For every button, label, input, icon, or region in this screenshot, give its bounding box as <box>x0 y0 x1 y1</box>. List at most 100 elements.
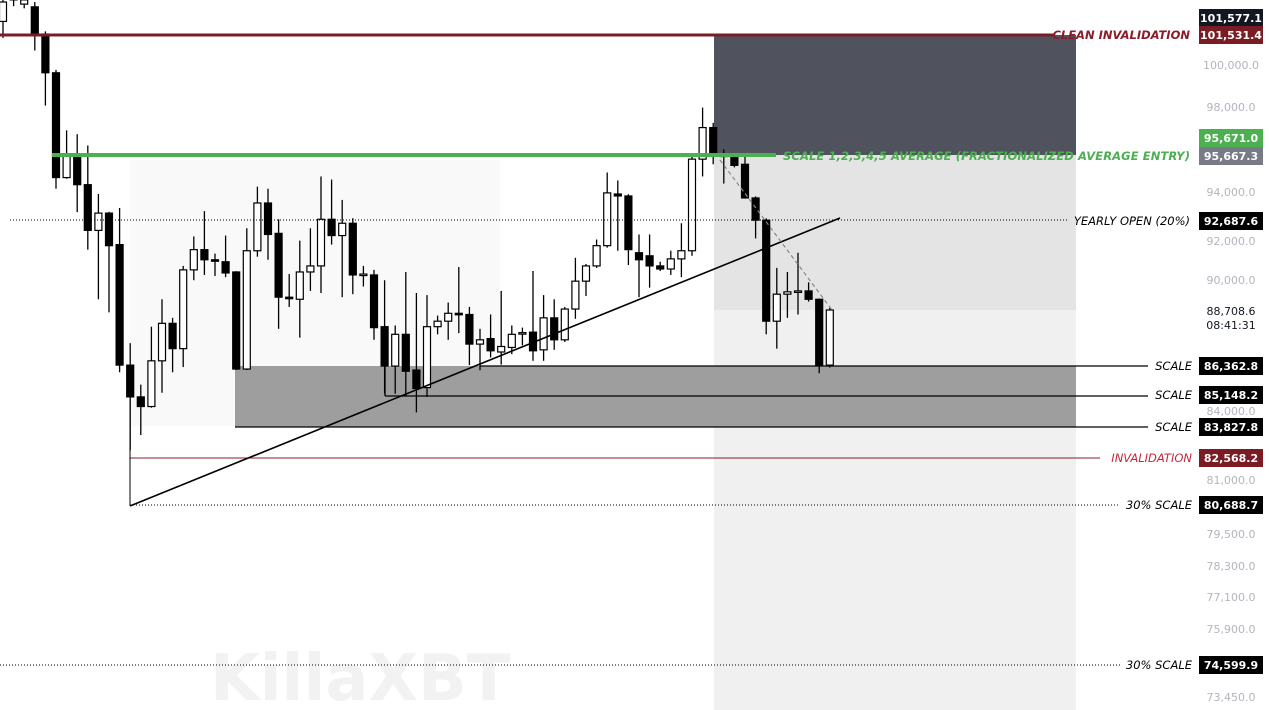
candle-body <box>62 154 71 179</box>
candle-bearish[interactable] <box>369 269 379 340</box>
candle-bullish[interactable] <box>20 0 29 9</box>
candle-bullish[interactable] <box>253 186 262 257</box>
candle-bearish[interactable] <box>634 234 644 298</box>
scale-3-value: 83,827.8 <box>1204 421 1258 434</box>
candle-bearish[interactable] <box>83 145 92 250</box>
candle-bullish[interactable] <box>772 267 781 349</box>
candle-bearish[interactable] <box>136 384 145 436</box>
candle-bearish[interactable] <box>41 31 50 106</box>
candle-bearish[interactable] <box>30 2 39 51</box>
candle-bearish[interactable] <box>613 180 622 251</box>
candle-body <box>412 369 421 390</box>
candle-body <box>550 317 559 341</box>
candle-bullish[interactable] <box>497 290 506 365</box>
candle-bearish[interactable] <box>115 208 124 373</box>
candle-body <box>783 291 792 295</box>
candle-bullish[interactable] <box>359 265 368 287</box>
candle-bullish[interactable] <box>0 0 8 38</box>
candle-bearish[interactable] <box>221 235 230 278</box>
trendline[interactable] <box>129 217 841 507</box>
candle-bullish[interactable] <box>666 250 675 275</box>
target-zone <box>714 35 1076 155</box>
candle-bearish[interactable] <box>804 282 813 302</box>
candle-bearish[interactable] <box>274 219 283 329</box>
candle-body <box>751 197 760 221</box>
candle-bullish[interactable] <box>698 107 707 177</box>
candle-bearish[interactable] <box>200 211 209 275</box>
y-tick-label: 90,000.0 <box>1207 274 1256 287</box>
candle-bearish[interactable] <box>465 306 474 366</box>
candle-bullish[interactable] <box>157 299 167 393</box>
candle-bullish[interactable] <box>783 271 792 318</box>
candle-bullish[interactable] <box>677 223 686 278</box>
candle-bearish[interactable] <box>327 179 336 245</box>
candle-body <box>274 232 283 298</box>
candle-bearish[interactable] <box>730 155 739 168</box>
candle-bullish[interactable] <box>581 263 591 297</box>
candle-bullish[interactable] <box>422 295 432 397</box>
candle-bearish[interactable] <box>401 271 410 396</box>
candle-body <box>41 33 50 74</box>
price-axis[interactable]: 101,577.1 101,531.4 95,671.0 95,667.3 92… <box>1199 9 1263 674</box>
candle-bullish[interactable] <box>391 325 400 394</box>
candle-bullish[interactable] <box>592 239 601 268</box>
candle-bullish[interactable] <box>147 326 156 408</box>
candle-bearish[interactable] <box>285 274 294 307</box>
candle-bullish[interactable] <box>687 156 697 256</box>
projection-dashed-line[interactable] <box>719 159 833 311</box>
candle-bullish[interactable] <box>793 252 803 315</box>
candle-bearish[interactable] <box>73 134 82 213</box>
candle-bearish[interactable] <box>624 194 633 266</box>
candle-bearish[interactable] <box>751 196 760 239</box>
candle-bullish[interactable] <box>603 172 612 248</box>
candle-bearish[interactable] <box>550 299 559 350</box>
candle-bearish[interactable] <box>104 211 114 313</box>
candle-bearish[interactable] <box>412 293 421 413</box>
candle-bearish[interactable] <box>740 156 750 199</box>
candle-bullish[interactable] <box>539 295 548 361</box>
candle-body <box>539 317 548 351</box>
candle-bearish[interactable] <box>168 317 177 373</box>
candle-bullish[interactable] <box>9 0 18 7</box>
upper-light-zone <box>714 155 1076 310</box>
candle-bearish[interactable] <box>815 298 824 374</box>
candle-bullish[interactable] <box>189 236 198 281</box>
candle-body <box>444 312 453 322</box>
candle-body <box>263 202 273 236</box>
candle-bearish[interactable] <box>210 253 220 277</box>
scale-2-label: SCALE <box>1155 388 1193 402</box>
candle-body <box>634 252 644 261</box>
candle-bullish[interactable] <box>433 315 442 335</box>
candle-bearish[interactable] <box>528 270 538 361</box>
candle-body <box>316 218 326 267</box>
candle-bearish[interactable] <box>486 314 495 358</box>
candle-bullish[interactable] <box>295 240 304 338</box>
candle-bullish[interactable] <box>571 257 580 319</box>
candle-bullish[interactable] <box>306 228 315 291</box>
candle-bearish[interactable] <box>454 267 463 334</box>
candle-body <box>497 345 506 353</box>
candle-bullish[interactable] <box>94 193 103 300</box>
candle-bullish[interactable] <box>518 327 527 346</box>
candle-bullish[interactable] <box>316 176 326 294</box>
candle-bullish[interactable] <box>560 306 569 342</box>
candle-body <box>20 0 29 5</box>
candle-bearish[interactable] <box>656 261 665 271</box>
candle-bullish[interactable] <box>825 307 834 368</box>
candle-bullish[interactable] <box>179 265 188 368</box>
candle-bullish[interactable] <box>444 302 453 340</box>
candle-bearish[interactable] <box>263 188 273 260</box>
candle-body <box>740 163 750 199</box>
candle-bullish[interactable] <box>242 228 251 371</box>
candle-bearish[interactable] <box>232 271 241 371</box>
candle-body <box>656 265 665 270</box>
candle-bullish[interactable] <box>507 325 516 355</box>
candle-body <box>560 308 569 341</box>
candle-bullish[interactable] <box>338 199 347 298</box>
candle-bearish[interactable] <box>51 69 61 189</box>
candle-bearish[interactable] <box>348 218 357 295</box>
candle-bearish[interactable] <box>645 234 654 288</box>
candle-bearish[interactable] <box>762 218 771 335</box>
candle-body <box>51 72 61 179</box>
